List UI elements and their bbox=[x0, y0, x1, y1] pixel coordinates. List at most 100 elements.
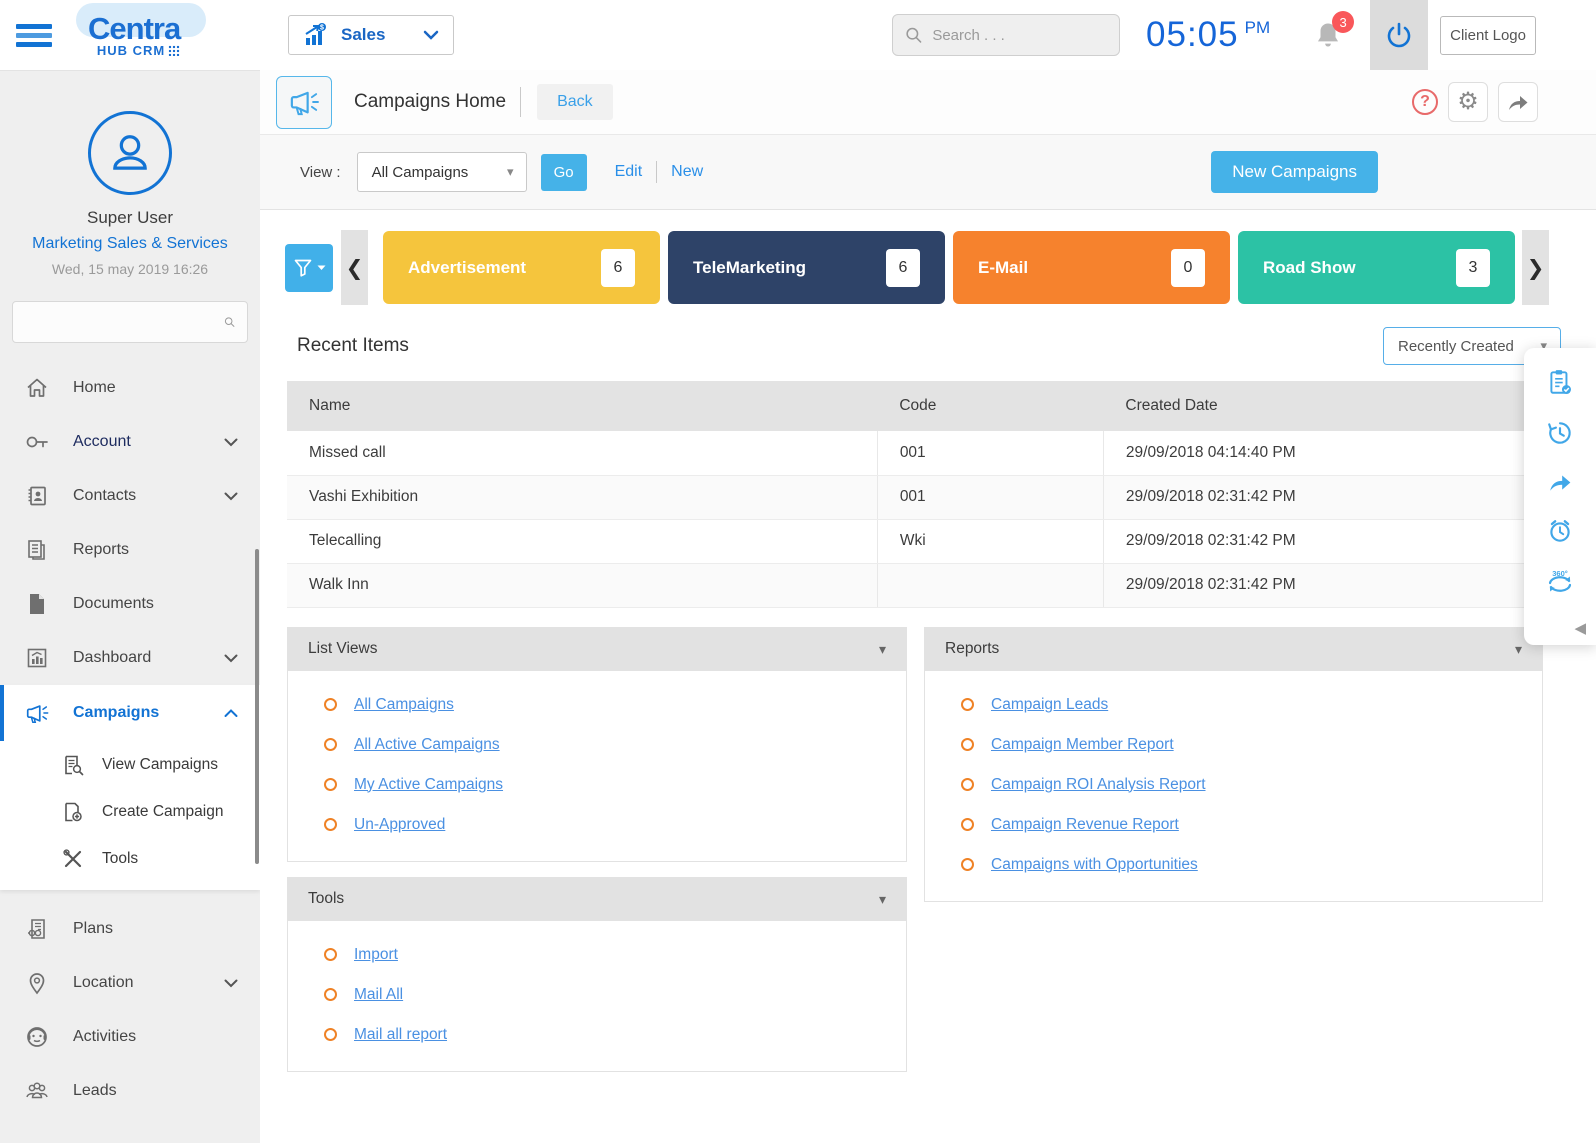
table-row[interactable]: Vashi Exhibition 001 29/09/2018 02:31:42… bbox=[287, 475, 1543, 519]
list-item: My Active Campaigns bbox=[288, 765, 906, 805]
sidebar-item-documents[interactable]: Documents bbox=[0, 577, 260, 631]
chevron-down-icon bbox=[224, 654, 238, 663]
filter-button[interactable] bbox=[285, 244, 333, 292]
tools-panel: Tools ▾ Import Mail All bbox=[287, 877, 907, 1072]
table-row[interactable]: Telecalling Wki 29/09/2018 02:31:42 PM bbox=[287, 519, 1543, 563]
sync-360-icon[interactable]: 360° bbox=[1545, 568, 1575, 594]
share-arrow-icon[interactable] bbox=[1546, 470, 1574, 494]
sidebar-search-input[interactable] bbox=[25, 314, 224, 331]
report-link[interactable]: Campaign ROI Analysis Report bbox=[991, 776, 1206, 794]
cell-created-date: 29/09/2018 02:31:42 PM bbox=[1103, 563, 1543, 607]
column-header-name[interactable]: Name bbox=[287, 381, 877, 431]
reports-panel-header[interactable]: Reports ▾ bbox=[925, 628, 1542, 671]
share-button[interactable] bbox=[1498, 82, 1538, 122]
cell-name[interactable]: Telecalling bbox=[287, 519, 877, 563]
doc-plus-icon bbox=[62, 801, 84, 823]
list-views-panel: List Views ▾ All Campaigns All Active Ca… bbox=[287, 627, 907, 862]
recent-items-header: Recent Items Recently Created ▾ bbox=[297, 327, 1561, 365]
card-advertisement[interactable]: Advertisement 6 bbox=[383, 231, 660, 304]
sidebar-item-contacts[interactable]: Contacts bbox=[0, 469, 260, 523]
hamburger-menu-icon[interactable] bbox=[16, 20, 52, 51]
sidebar-subitem-create-campaign[interactable]: Create Campaign bbox=[0, 788, 260, 835]
table-row[interactable]: Missed call 001 29/09/2018 04:14:40 PM bbox=[287, 431, 1543, 475]
list-item: Campaign Leads bbox=[925, 685, 1542, 725]
sidebar-item-campaigns[interactable]: Campaigns bbox=[0, 685, 260, 741]
table-row[interactable]: Walk Inn 29/09/2018 02:31:42 PM bbox=[287, 563, 1543, 607]
header-actions: ? ⚙ bbox=[1412, 82, 1538, 122]
avatar[interactable] bbox=[88, 111, 172, 195]
card-telemarketing[interactable]: TeleMarketing 6 bbox=[668, 231, 945, 304]
sales-chart-icon: $ bbox=[303, 22, 329, 48]
people-icon bbox=[24, 1079, 50, 1103]
help-icon[interactable]: ? bbox=[1412, 89, 1438, 115]
sidebar-scrollbar[interactable] bbox=[255, 549, 259, 864]
recent-items-title: Recent Items bbox=[297, 335, 409, 357]
list-view-link[interactable]: All Active Campaigns bbox=[354, 736, 500, 754]
report-link[interactable]: Campaign Leads bbox=[991, 696, 1108, 714]
svg-text:$: $ bbox=[320, 25, 324, 32]
sidebar-nav: Home Account Contacts bbox=[0, 361, 260, 1118]
client-logo: Client Logo bbox=[1440, 16, 1536, 55]
sidebar-subitem-view-campaigns[interactable]: View Campaigns bbox=[0, 741, 260, 788]
user-role-link[interactable]: Marketing Sales & Services bbox=[0, 235, 260, 253]
cell-name[interactable]: Vashi Exhibition bbox=[287, 475, 877, 519]
toolbar-collapse-icon[interactable]: ◀ bbox=[1574, 619, 1586, 637]
sidebar-item-label: Dashboard bbox=[73, 649, 151, 667]
tool-link[interactable]: Import bbox=[354, 946, 398, 964]
clipboard-check-icon[interactable] bbox=[1547, 368, 1573, 396]
alarm-clock-icon[interactable] bbox=[1546, 517, 1574, 545]
cards-scroll-right-button[interactable]: ❯ bbox=[1522, 230, 1549, 305]
history-icon[interactable] bbox=[1546, 419, 1574, 447]
tools-panel-header[interactable]: Tools ▾ bbox=[288, 878, 906, 921]
list-view-link[interactable]: All Campaigns bbox=[354, 696, 454, 714]
list-view-link[interactable]: Un-Approved bbox=[354, 816, 445, 834]
back-button[interactable]: Back bbox=[537, 84, 613, 120]
settings-button[interactable]: ⚙ bbox=[1448, 82, 1488, 122]
chevron-down-icon bbox=[224, 492, 238, 501]
report-link[interactable]: Campaign Revenue Report bbox=[991, 816, 1179, 834]
contacts-icon bbox=[24, 484, 50, 508]
sidebar-item-label: Location bbox=[73, 974, 134, 992]
sidebar-subitem-label: Create Campaign bbox=[102, 803, 223, 821]
sidebar-item-reports[interactable]: Reports bbox=[0, 523, 260, 577]
sidebar-subitem-tools[interactable]: Tools bbox=[0, 835, 260, 882]
new-campaigns-button[interactable]: New Campaigns bbox=[1211, 151, 1378, 193]
edit-link[interactable]: Edit bbox=[615, 163, 643, 181]
module-selector-value: Sales bbox=[341, 25, 385, 45]
sidebar-item-activities[interactable]: Activities bbox=[0, 1010, 260, 1064]
cards-scroll-left-button[interactable]: ❮ bbox=[341, 230, 368, 305]
chevron-up-icon bbox=[224, 709, 238, 718]
report-link[interactable]: Campaign Member Report bbox=[991, 736, 1174, 754]
notifications-button[interactable]: 3 bbox=[1314, 20, 1342, 50]
sidebar-item-home[interactable]: Home bbox=[0, 361, 260, 415]
view-select-dropdown[interactable]: All Campaigns ▾ bbox=[357, 152, 527, 192]
sidebar-item-location[interactable]: Location bbox=[0, 956, 260, 1010]
list-views-panel-header[interactable]: List Views ▾ bbox=[288, 628, 906, 671]
tool-link[interactable]: Mail All bbox=[354, 986, 403, 1004]
card-email[interactable]: E-Mail 0 bbox=[953, 231, 1230, 304]
report-link[interactable]: Campaigns with Opportunities bbox=[991, 856, 1198, 874]
sidebar-item-leads[interactable]: Leads bbox=[0, 1064, 260, 1118]
sidebar-item-dashboard[interactable]: Dashboard bbox=[0, 631, 260, 685]
plans-icon bbox=[24, 917, 50, 941]
tool-link[interactable]: Mail all report bbox=[354, 1026, 447, 1044]
bullet-icon bbox=[324, 818, 337, 831]
time-meridiem: PM bbox=[1245, 18, 1271, 38]
cell-code: 001 bbox=[877, 475, 1103, 519]
global-search-input[interactable] bbox=[932, 27, 1107, 44]
module-selector-dropdown[interactable]: $ Sales bbox=[288, 15, 454, 55]
cell-name[interactable]: Walk Inn bbox=[287, 563, 877, 607]
sidebar-item-account[interactable]: Account bbox=[0, 415, 260, 469]
cell-name[interactable]: Missed call bbox=[287, 431, 877, 475]
logout-button[interactable] bbox=[1370, 0, 1428, 70]
column-header-created-date[interactable]: Created Date bbox=[1103, 381, 1543, 431]
list-view-link[interactable]: My Active Campaigns bbox=[354, 776, 503, 794]
column-header-code[interactable]: Code bbox=[877, 381, 1103, 431]
bullet-icon bbox=[961, 698, 974, 711]
card-road-show[interactable]: Road Show 3 bbox=[1238, 231, 1515, 304]
card-label: E-Mail bbox=[978, 258, 1028, 278]
sidebar-item-plans[interactable]: Plans bbox=[0, 902, 260, 956]
go-button[interactable]: Go bbox=[541, 154, 587, 191]
new-link[interactable]: New bbox=[671, 163, 703, 181]
home-icon bbox=[24, 376, 50, 400]
